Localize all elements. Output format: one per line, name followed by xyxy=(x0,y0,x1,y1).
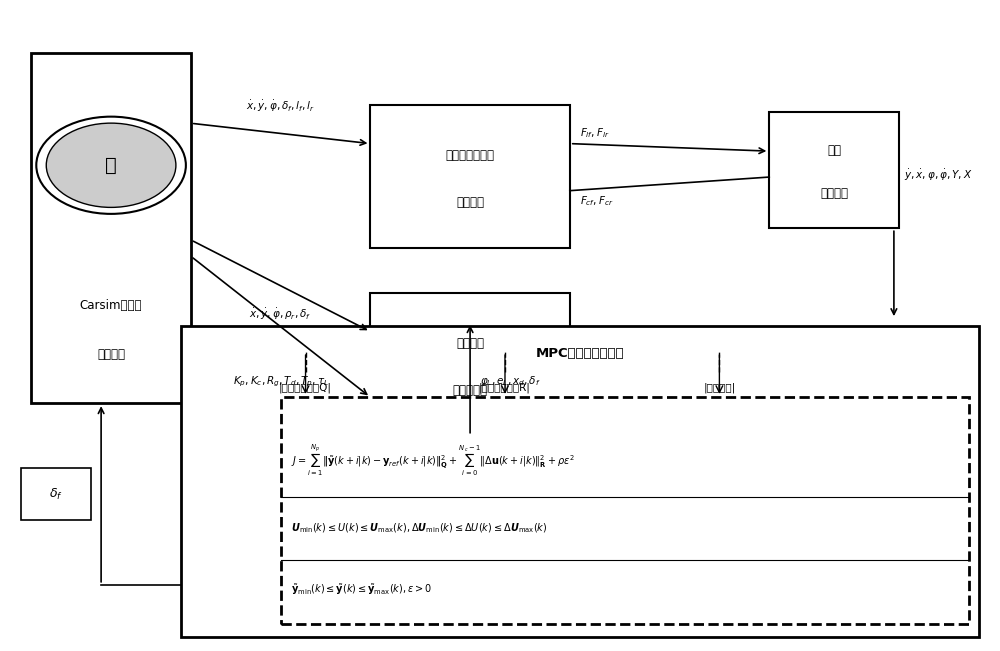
Bar xyxy=(370,105,570,248)
Text: $F_{cf},F_{cr}$: $F_{cf},F_{cr}$ xyxy=(580,194,613,208)
Text: 🚗: 🚗 xyxy=(105,156,117,174)
Text: $\dot{y},\dot{x},\varphi,\dot{\varphi},Y,X$: $\dot{y},\dot{x},\varphi,\dot{\varphi},Y… xyxy=(904,168,972,184)
Text: 车辆模型: 车辆模型 xyxy=(97,348,125,361)
Text: Carsim动力学: Carsim动力学 xyxy=(80,299,142,312)
Text: $\delta_f$: $\delta_f$ xyxy=(49,486,63,501)
Bar xyxy=(281,397,969,624)
Text: 两点预瞻: 两点预瞻 xyxy=(456,337,484,350)
Circle shape xyxy=(36,117,186,214)
Bar xyxy=(370,293,570,436)
Text: $\boldsymbol{U}_{\min}(k)\leq U(k)\leq\boldsymbol{U}_{\max}(k),\Delta\boldsymbol: $\boldsymbol{U}_{\min}(k)\leq U(k)\leq\b… xyxy=(291,521,547,535)
Text: 轮胎模型: 轮胎模型 xyxy=(456,195,484,208)
Circle shape xyxy=(46,123,176,208)
Bar xyxy=(769,111,899,229)
Bar xyxy=(21,468,91,520)
Text: $\dot{x},\dot{y},\dot{\varphi},\rho_r,\delta_f$: $\dot{x},\dot{y},\dot{\varphi},\rho_r,\d… xyxy=(249,307,312,322)
Bar xyxy=(31,53,191,403)
Text: $\varphi_L,e_L,x_d,\delta_f$: $\varphi_L,e_L,x_d,\delta_f$ xyxy=(480,374,541,387)
Text: |输出加权矩阵Q|: |输出加权矩阵Q| xyxy=(279,383,332,393)
Text: |约束条件|: |约束条件| xyxy=(703,383,736,393)
Text: |控制加权矩阵R|: |控制加权矩阵R| xyxy=(479,383,531,393)
Text: $K_p,K_c,R_g,T_d,T_p,\tau_L$: $K_p,K_c,R_g,T_d,T_p,\tau_L$ xyxy=(233,375,329,389)
Text: $F_{lf},F_{lr}$: $F_{lf},F_{lr}$ xyxy=(580,126,609,141)
Text: 非线性魔术公式: 非线性魔术公式 xyxy=(446,148,495,161)
Text: MPC路径跟踪控制器: MPC路径跟踪控制器 xyxy=(535,347,624,360)
Text: 单轨模型: 单轨模型 xyxy=(820,187,848,200)
Text: $\dot{x},\dot{y},\dot{\varphi},\delta_f,l_f,l_r$: $\dot{x},\dot{y},\dot{\varphi},\delta_f,… xyxy=(246,98,315,113)
Text: 车辆: 车辆 xyxy=(827,144,841,157)
Bar xyxy=(181,326,979,637)
Text: $\tilde{\mathbf{y}}_{\min}(k)\leq\tilde{\mathbf{y}}(k)\leq\tilde{\mathbf{y}}_{\m: $\tilde{\mathbf{y}}_{\min}(k)\leq\tilde{… xyxy=(291,582,432,597)
Text: $J=\sum_{i=1}^{N_p}\left\|\tilde{\mathbf{y}}(k+i|k)-\mathbf{y}_{ref}(k+i|k)\righ: $J=\sum_{i=1}^{N_p}\left\|\tilde{\mathbf… xyxy=(291,443,575,478)
Text: 驾驶员模型: 驾驶员模型 xyxy=(453,383,488,396)
